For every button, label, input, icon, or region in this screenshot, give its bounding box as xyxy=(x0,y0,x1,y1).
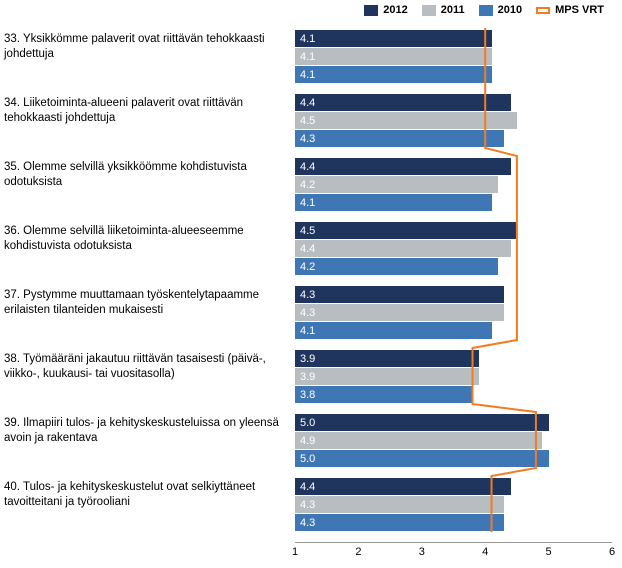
row-bars: 5.0 4.9 5.0 xyxy=(295,410,622,474)
bar-value: 4.3 xyxy=(295,289,315,301)
bar-value: 3.9 xyxy=(295,353,315,365)
row-bars: 4.5 4.4 4.2 xyxy=(295,218,622,282)
legend-swatch xyxy=(479,5,493,16)
bar-value: 4.1 xyxy=(295,197,315,209)
bar: 4.4 xyxy=(295,158,511,175)
bar: 3.9 xyxy=(295,350,479,367)
legend-label: 2012 xyxy=(383,4,407,16)
axis-tick: 3 xyxy=(419,546,425,558)
bar: 4.2 xyxy=(295,176,498,193)
bar: 4.1 xyxy=(295,194,492,211)
bar: 4.4 xyxy=(295,240,511,257)
chart-row: 36. Olemme selvillä liiketoiminta-aluees… xyxy=(0,218,622,282)
bar: 4.3 xyxy=(295,286,504,303)
bar: 4.5 xyxy=(295,222,517,239)
bar: 4.4 xyxy=(295,94,511,111)
axis-tick: 5 xyxy=(546,546,552,558)
legend-swatch xyxy=(364,5,378,16)
row-bars: 4.4 4.3 4.3 xyxy=(295,474,622,538)
legend-item: 2012 xyxy=(364,4,407,16)
row-label: 38. Työmääräni jakautuu riittävän tasais… xyxy=(0,346,295,410)
axis-tick: 2 xyxy=(355,546,361,558)
chart-row: 35. Olemme selvillä yksikköömme kohdistu… xyxy=(0,154,622,218)
bar-value: 4.4 xyxy=(295,97,315,109)
bar-value: 4.3 xyxy=(295,133,315,145)
legend-item-mps: MPS VRT xyxy=(536,4,604,16)
legend-label: 2011 xyxy=(441,4,465,16)
bar-value: 4.1 xyxy=(295,51,315,63)
axis-line xyxy=(295,542,612,543)
axis-tick: 1 xyxy=(292,546,298,558)
chart-row: 37. Pystymme muuttamaan työskentelytapaa… xyxy=(0,282,622,346)
legend-item: 2010 xyxy=(479,4,522,16)
chart-row: 33. Yksikkömme palaverit ovat riittävän … xyxy=(0,26,622,90)
bar: 4.3 xyxy=(295,304,504,321)
legend-label: MPS VRT xyxy=(555,4,604,16)
chart-row: 39. Ilmapiiri tulos- ja kehityskeskustel… xyxy=(0,410,622,474)
row-label: 37. Pystymme muuttamaan työskentelytapaa… xyxy=(0,282,295,346)
row-label: 40. Tulos- ja kehityskeskustelut ovat se… xyxy=(0,474,295,538)
bar-value: 4.4 xyxy=(295,161,315,173)
bar: 4.1 xyxy=(295,66,492,83)
row-label: 36. Olemme selvillä liiketoiminta-aluees… xyxy=(0,218,295,282)
bar: 4.1 xyxy=(295,48,492,65)
bar-value: 4.4 xyxy=(295,481,315,493)
bar-value: 4.5 xyxy=(295,225,315,237)
bar-value: 5.0 xyxy=(295,453,315,465)
bar-value: 4.2 xyxy=(295,261,315,273)
chart-rows: 33. Yksikkömme palaverit ovat riittävän … xyxy=(0,26,622,538)
chart-row: 34. Liiketoiminta-alueeni palaverit ovat… xyxy=(0,90,622,154)
bar: 4.1 xyxy=(295,30,492,47)
x-axis: 1 2 3 4 5 6 xyxy=(295,542,612,562)
bar-value: 4.5 xyxy=(295,115,315,127)
bar: 4.2 xyxy=(295,258,498,275)
legend-swatch-mps xyxy=(536,7,550,14)
chart-row: 40. Tulos- ja kehityskeskustelut ovat se… xyxy=(0,474,622,538)
bar-value: 4.2 xyxy=(295,179,315,191)
bar-value: 4.1 xyxy=(295,69,315,81)
row-bars: 4.4 4.5 4.3 xyxy=(295,90,622,154)
bar-value: 4.4 xyxy=(295,243,315,255)
bar-chart: 2012 2011 2010 MPS VRT 33. Yksikkömme palav… xyxy=(0,0,622,568)
bar-value: 4.1 xyxy=(295,325,315,337)
legend-swatch xyxy=(422,5,436,16)
bar-value: 3.9 xyxy=(295,371,315,383)
row-label: 33. Yksikkömme palaverit ovat riittävän … xyxy=(0,26,295,90)
row-bars: 4.3 4.3 4.1 xyxy=(295,282,622,346)
bar-value: 4.3 xyxy=(295,307,315,319)
bar-value: 5.0 xyxy=(295,417,315,429)
row-label: 39. Ilmapiiri tulos- ja kehityskeskustel… xyxy=(0,410,295,474)
chart-row: 38. Työmääräni jakautuu riittävän tasais… xyxy=(0,346,622,410)
bar: 4.5 xyxy=(295,112,517,129)
bar: 4.3 xyxy=(295,130,504,147)
bar-value: 4.9 xyxy=(295,435,315,447)
bar: 4.1 xyxy=(295,322,492,339)
axis-tick: 4 xyxy=(482,546,488,558)
bar-value: 3.8 xyxy=(295,389,315,401)
bar-value: 4.1 xyxy=(295,33,315,45)
bar-value: 4.3 xyxy=(295,517,315,529)
bar: 4.3 xyxy=(295,514,504,531)
bar-value: 4.3 xyxy=(295,499,315,511)
row-bars: 3.9 3.9 3.8 xyxy=(295,346,622,410)
legend-item: 2011 xyxy=(422,4,465,16)
bar: 5.0 xyxy=(295,414,549,431)
bar: 5.0 xyxy=(295,450,549,467)
bar: 3.8 xyxy=(295,386,473,403)
row-label: 35. Olemme selvillä yksikköömme kohdistu… xyxy=(0,154,295,218)
row-bars: 4.4 4.2 4.1 xyxy=(295,154,622,218)
legend: 2012 2011 2010 MPS VRT xyxy=(364,4,604,16)
row-label: 34. Liiketoiminta-alueeni palaverit ovat… xyxy=(0,90,295,154)
bar: 3.9 xyxy=(295,368,479,385)
axis-tick: 6 xyxy=(609,546,615,558)
bar: 4.9 xyxy=(295,432,542,449)
bar: 4.3 xyxy=(295,496,504,513)
legend-label: 2010 xyxy=(498,4,522,16)
bar: 4.4 xyxy=(295,478,511,495)
row-bars: 4.1 4.1 4.1 xyxy=(295,26,622,90)
